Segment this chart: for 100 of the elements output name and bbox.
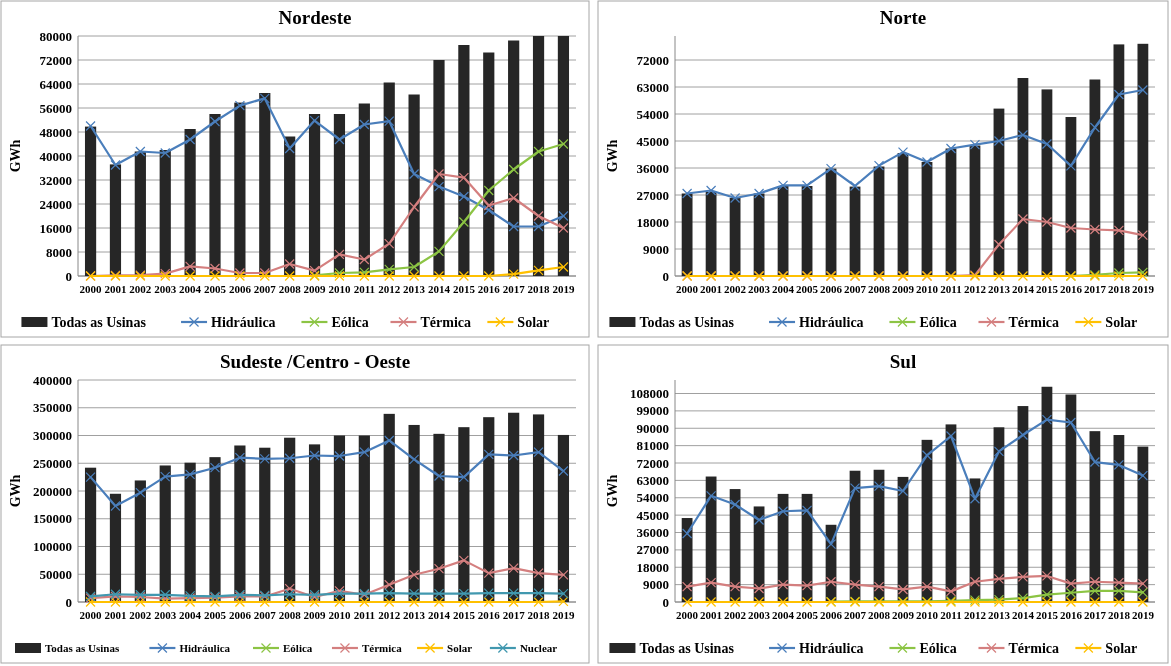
y-tick-label: 36000: [636, 160, 669, 176]
x-tick-label: 2014: [427, 609, 451, 621]
x-tick-label: 2012: [963, 609, 987, 621]
x-tick-label: 2016: [477, 609, 501, 621]
x-tick-label: 2004: [772, 283, 795, 295]
y-tick-label: 250000: [33, 455, 72, 471]
y-tick-label: 0: [662, 594, 669, 610]
x-tick-label: 2013: [987, 283, 1011, 295]
legend-label: Todas as Usinas: [51, 314, 147, 330]
legend-label: Eólica: [283, 641, 313, 654]
x-tick-label: 2018: [1107, 609, 1131, 621]
x-tick-label: 2018: [527, 283, 551, 295]
y-axis-title: GWh: [8, 139, 23, 173]
x-tick-label: 2003: [748, 283, 771, 295]
y-tick-label: 63000: [636, 472, 669, 488]
y-axis-title: GWh: [605, 139, 620, 173]
y-tick-label: 81000: [636, 438, 669, 454]
x-tick-label: 2011: [940, 283, 962, 295]
x-tick-label: 2017: [1083, 609, 1107, 621]
x-tick-label: 2009: [303, 609, 327, 621]
legend-label: Todas as Usinas: [639, 640, 735, 656]
y-tick-label: 108000: [630, 386, 669, 402]
y-tick-label: 72000: [39, 52, 72, 68]
y-tick-label: 18000: [636, 559, 669, 575]
x-tick-label: 2017: [502, 609, 526, 621]
x-tick-label: 2012: [378, 283, 401, 295]
x-tick-label: 2016: [1059, 609, 1083, 621]
legend-label: Solar: [447, 641, 473, 654]
y-tick-label: 8000: [46, 244, 72, 260]
x-tick-label: 2006: [228, 609, 252, 621]
x-tick-label: 2006: [228, 283, 252, 295]
y-tick-label: 56000: [39, 100, 72, 116]
y-tick-label: 150000: [33, 511, 72, 527]
y-tick-label: 400000: [33, 372, 72, 388]
x-tick-label: 2006: [820, 283, 843, 295]
legend-label: Hidráulica: [179, 641, 231, 654]
x-tick-label: 2019: [552, 283, 575, 295]
y-tick-label: 36000: [636, 525, 669, 541]
legend-label: Térmica: [1008, 640, 1060, 656]
x-tick-label: 2008: [278, 609, 302, 621]
y-tick-label: 54000: [636, 106, 669, 122]
x-tick-label: 2001: [104, 609, 127, 621]
legend-label: Hidráulica: [799, 314, 864, 330]
y-tick-label: 40000: [39, 148, 72, 164]
x-tick-label: 2016: [1059, 283, 1083, 295]
y-tick-label: 100000: [33, 539, 72, 555]
chart-title: Sudeste /Centro - Oeste: [219, 351, 411, 372]
x-tick-label: 2008: [868, 609, 891, 621]
legend-label: Nuclear: [519, 641, 558, 654]
legend-label: Eólica: [331, 314, 369, 330]
y-tick-label: 50000: [39, 566, 72, 582]
x-tick-label: 2018: [527, 609, 551, 621]
x-tick-label: 2004: [179, 283, 202, 295]
x-tick-label: 2004: [772, 609, 795, 621]
x-tick-label: 2019: [1131, 609, 1155, 621]
y-tick-label: 9000: [643, 241, 669, 257]
legend-label: Térmica: [420, 314, 472, 330]
chart-title: Nordeste: [278, 7, 352, 28]
x-tick-label: 2002: [129, 283, 152, 295]
x-tick-label: 2005: [204, 283, 227, 295]
x-tick-label: 2015: [1035, 283, 1059, 295]
x-tick-label: 2018: [1107, 283, 1131, 295]
chart-title: Sul: [889, 351, 917, 372]
y-tick-label: 0: [65, 268, 72, 284]
legend-label: Todas as Usinas: [45, 641, 120, 654]
x-tick-label: 2002: [724, 609, 747, 621]
x-tick-label: 2012: [378, 609, 401, 621]
x-tick-label: 2010: [915, 609, 939, 621]
x-tick-label: 2002: [724, 283, 747, 295]
x-tick-label: 2009: [892, 609, 915, 621]
y-tick-label: 45000: [636, 133, 669, 149]
y-tick-label: 72000: [636, 52, 669, 68]
x-tick-label: 2004: [179, 609, 202, 621]
x-tick-label: 2015: [452, 283, 476, 295]
x-tick-label: 2007: [844, 609, 867, 621]
legend-label: Térmica: [361, 641, 403, 654]
y-tick-label: 80000: [39, 28, 72, 44]
x-tick-label: 2011: [940, 609, 962, 621]
y-tick-label: 48000: [39, 124, 72, 140]
x-tick-label: 2005: [796, 283, 819, 295]
y-tick-label: 32000: [39, 172, 72, 188]
y-tick-label: 27000: [636, 187, 669, 203]
x-tick-label: 2002: [129, 609, 152, 621]
x-tick-label: 2003: [748, 609, 771, 621]
y-tick-label: 27000: [636, 542, 669, 558]
y-tick-label: 18000: [636, 214, 669, 230]
x-tick-label: 2000: [79, 609, 103, 621]
y-tick-label: 64000: [39, 76, 72, 92]
legend-label: Eólica: [919, 640, 957, 656]
y-axis-title: GWh: [605, 474, 620, 508]
y-tick-label: 300000: [33, 428, 72, 444]
y-tick-label: 350000: [33, 400, 72, 416]
y-tick-label: 24000: [39, 196, 72, 212]
y-tick-label: 45000: [636, 507, 669, 523]
legend-label: Eólica: [919, 314, 957, 330]
y-tick-label: 0: [65, 594, 72, 610]
x-tick-label: 2009: [892, 283, 915, 295]
x-tick-label: 2013: [403, 609, 426, 621]
y-tick-label: 9000: [643, 577, 669, 593]
x-tick-label: 2005: [796, 609, 819, 621]
